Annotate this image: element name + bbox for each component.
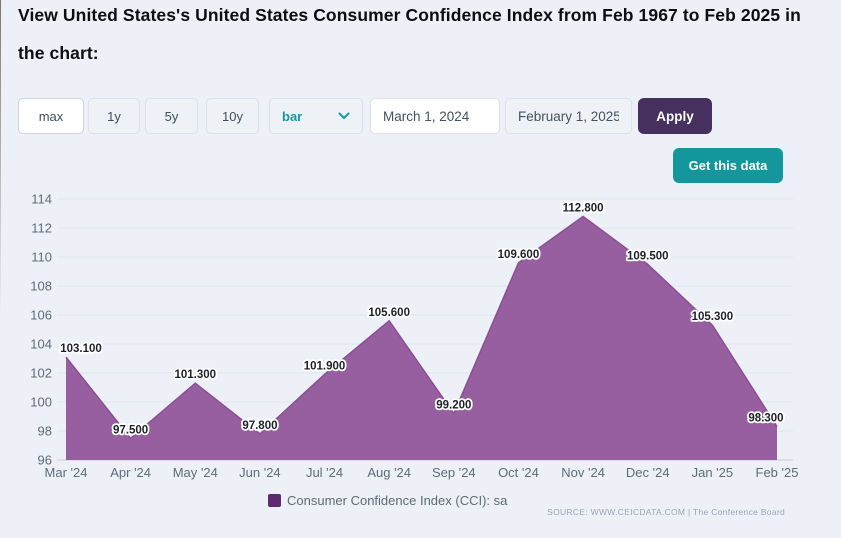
range-button-1y[interactable]: 1y: [88, 98, 140, 134]
chevron-down-icon: [338, 112, 350, 119]
chart-type-select[interactable]: bar: [269, 98, 363, 134]
y-tick-label: 110: [31, 250, 52, 265]
data-label: 101.300: [174, 369, 216, 381]
chart-legend[interactable]: Consumer Confidence Index (CCI): sa: [268, 493, 507, 508]
y-tick-label: 104: [30, 337, 52, 352]
left-window-edge: [0, 0, 1, 320]
x-tick-label: Apr '24: [110, 465, 151, 480]
source-attribution: SOURCE: WWW.CEICDATA.COM | The Conferenc…: [547, 507, 785, 517]
x-tick-label: Aug '24: [367, 465, 411, 480]
data-label: 112.800: [563, 202, 604, 214]
x-tick-label: Oct '24: [498, 465, 539, 480]
x-tick-label: Dec '24: [626, 465, 670, 480]
y-tick-label: 100: [30, 395, 52, 410]
area-series[interactable]: [66, 216, 777, 460]
range-button-10y[interactable]: 10y: [206, 98, 259, 134]
x-tick-label: Jul '24: [306, 465, 343, 480]
data-label: 105.600: [368, 307, 410, 319]
end-date-input[interactable]: [505, 98, 632, 134]
y-tick-label: 102: [30, 366, 52, 381]
legend-label: Consumer Confidence Index (CCI): sa: [287, 493, 508, 508]
y-tick-label: 106: [30, 308, 52, 323]
y-tick-label: 112: [31, 221, 52, 236]
page-title: View United States's United States Consu…: [18, 5, 801, 63]
x-tick-label: Mar '24: [45, 465, 88, 480]
legend-marker-icon: [268, 494, 281, 507]
range-button-max[interactable]: max: [18, 98, 84, 134]
y-tick-label: 98: [38, 424, 52, 439]
range-button-5y[interactable]: 5y: [145, 98, 198, 134]
x-tick-label: Sep '24: [432, 465, 476, 480]
x-tick-label: Feb '25: [756, 465, 799, 480]
x-tick-label: Jun '24: [239, 465, 281, 480]
data-label: 103.100: [60, 343, 102, 355]
chart-toolbar: max 1y 5y 10y bar Apply: [0, 98, 841, 134]
y-tick-label: 114: [31, 192, 52, 207]
chart-type-select-value: bar: [282, 108, 303, 124]
x-tick-label: May '24: [173, 465, 218, 480]
get-this-data-button[interactable]: Get this data: [673, 148, 783, 183]
y-tick-label: 108: [30, 279, 52, 294]
x-tick-label: Nov '24: [561, 465, 605, 480]
apply-button[interactable]: Apply: [638, 98, 712, 134]
y-tick-label: 96: [38, 453, 52, 468]
start-date-input[interactable]: [370, 98, 500, 134]
x-tick-label: Jan '25: [692, 465, 734, 480]
